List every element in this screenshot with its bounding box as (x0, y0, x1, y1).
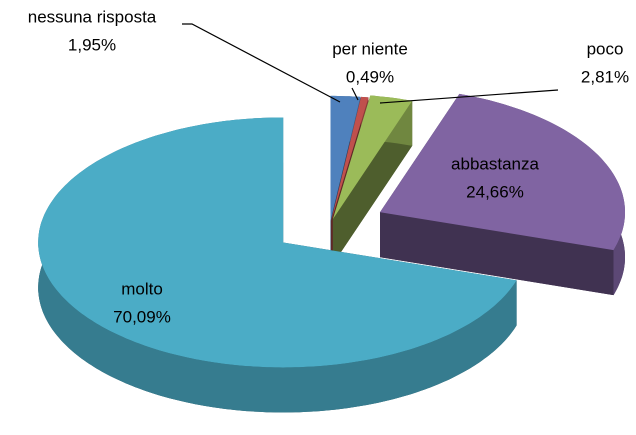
data-label-value: 24,66% (466, 182, 524, 201)
slice (38, 117, 517, 368)
data-label-name: abbastanza (451, 154, 539, 173)
labels: nessuna risposta 1,95% per niente 0,49% poco… (28, 7, 629, 326)
slice (380, 93, 625, 251)
data-label-name: nessuna risposta (28, 7, 157, 26)
data-label-value: 70,09% (113, 307, 171, 326)
data-label-value: 0,49% (346, 67, 394, 86)
slice (331, 96, 369, 221)
slice (330, 95, 361, 221)
data-label-value: 1,95% (68, 35, 116, 54)
leader-line (182, 23, 341, 103)
pie (38, 93, 625, 413)
leader-line (379, 89, 559, 104)
slice-wall (380, 212, 614, 296)
data-label-name: per niente (332, 39, 408, 58)
data-label-value: 2,81% (581, 67, 629, 86)
slice (332, 95, 413, 220)
data-label-name: molto (121, 279, 163, 298)
data-label-name: poco (587, 39, 624, 58)
leader-line (351, 87, 359, 101)
